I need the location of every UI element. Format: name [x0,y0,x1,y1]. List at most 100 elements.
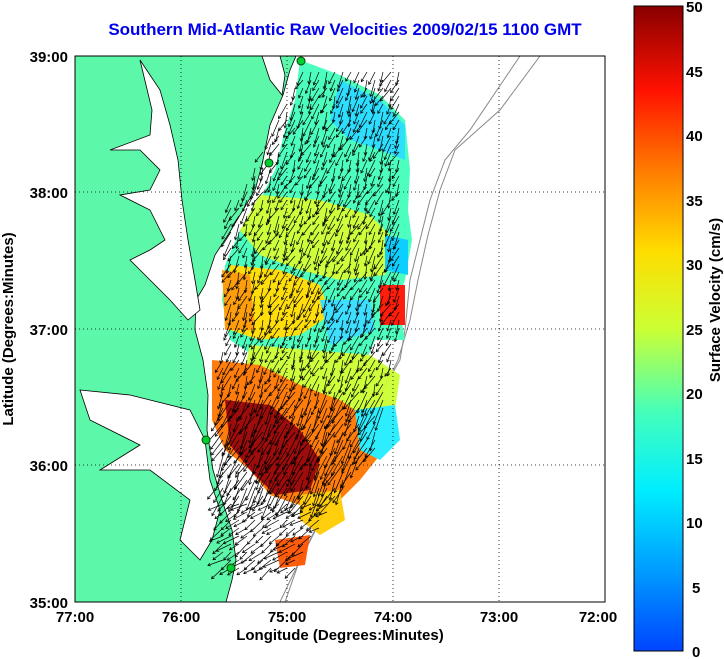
velocity-arrow [307,95,312,109]
velocity-arrow [252,175,256,190]
velocity-arrow [240,423,248,449]
velocity-arrowhead [226,557,231,561]
velocity-arrowhead [288,510,292,514]
velocity-arrow [329,183,336,194]
velocity-arrow [379,135,384,152]
velocity-arrow [303,167,312,179]
velocity-arrow [251,415,264,438]
velocity-arrowhead [287,215,291,219]
velocity-arrow [325,351,328,363]
velocity-arrow [261,495,272,519]
velocity-arrow [297,327,304,343]
velocity-arrowhead [250,528,254,533]
velocity-arrowhead [338,240,343,245]
velocity-arrowhead [301,377,306,381]
velocity-arrow [353,111,360,125]
velocity-arrow [216,455,224,478]
velocity-arrowhead [320,420,324,424]
velocity-arrowhead [311,278,315,283]
velocity-arrow [325,351,336,363]
velocity-arrowhead [379,82,383,87]
velocity-arrow [223,535,240,544]
velocity-arrowhead [232,331,237,336]
velocity-arrowhead [286,227,290,232]
velocity-arrow [352,431,368,454]
velocity-arrowhead [282,286,287,291]
velocity-arrow [321,423,328,446]
velocity-arrow [391,191,400,201]
velocity-arrow [316,199,328,215]
velocity-arrowhead [358,428,362,433]
velocity-arrowhead [387,248,391,253]
velocity-arrow [341,119,352,134]
velocity-arrow [297,167,304,180]
velocity-arrowhead [329,210,333,214]
velocity-arrow [293,287,304,303]
velocity-arrow [308,103,312,115]
velocity-arrow [225,199,232,213]
velocity-arrowhead [236,417,240,422]
velocity-arrow [330,391,336,410]
velocity-arrowhead [313,143,317,148]
velocity-arrow [329,151,336,163]
velocity-arrowhead [392,211,397,216]
velocity-arrow [292,455,304,475]
velocity-arrow [225,335,232,346]
velocity-arrowhead [219,512,223,516]
velocity-arrow [277,183,288,199]
velocity-arrowhead [310,240,315,245]
velocity-arrow [336,215,344,233]
velocity-arrow [378,199,384,216]
velocity-arrowhead [360,334,364,339]
velocity-arrowhead [379,79,383,83]
velocity-arrow [320,359,328,370]
velocity-arrow [385,335,392,346]
velocity-arrowhead [394,150,398,155]
velocity-arrowhead [353,456,357,460]
velocity-arrow [261,511,272,520]
velocity-arrow [251,199,256,212]
velocity-arrow [378,207,384,223]
velocity-arrow [254,151,264,163]
velocity-arrow [361,343,368,357]
velocity-arrow [358,183,368,198]
velocity-arrowhead [261,530,266,534]
velocity-arrow [314,127,320,144]
velocity-arrow [377,247,384,258]
velocity-arrow [313,71,320,86]
velocity-arrowhead [343,406,347,410]
colorbar-label: Surface Velocity (cm/s) [707,218,724,382]
velocity-arrow [332,399,344,424]
velocity-arrow [338,167,344,180]
velocity-arrowhead [377,343,381,347]
velocity-arrow [221,439,232,457]
velocity-arrowhead [374,427,379,431]
velocity-arrow [226,503,240,509]
velocity-arrow [354,199,360,214]
velocity-arrowhead [327,432,332,436]
velocity-arrowhead [335,100,340,105]
velocity-arrow [334,295,344,311]
velocity-arrow [267,223,272,235]
velocity-arrow [274,375,280,390]
velocity-arrowhead [287,556,291,560]
velocity-arrow [276,407,288,424]
velocity-arrowhead [266,531,270,535]
velocity-arrow [345,319,352,334]
velocity-arrowhead [386,111,390,115]
velocity-arrowhead [322,390,327,395]
velocity-arrowhead [298,398,302,402]
velocity-arrow [251,279,256,294]
velocity-arrowhead [305,185,310,190]
velocity-arrow [378,167,384,180]
velocity-arrow [319,271,328,282]
velocity-arrow [290,487,304,509]
velocity-arrow [325,207,336,222]
velocity-arrow [244,359,256,374]
velocity-arrowhead [293,299,297,304]
velocity-arrow [241,503,256,514]
velocity-arrow [356,295,360,311]
velocity-arrow [272,495,280,513]
velocity-arrow [349,351,360,363]
velocity-arrowhead [287,305,291,310]
